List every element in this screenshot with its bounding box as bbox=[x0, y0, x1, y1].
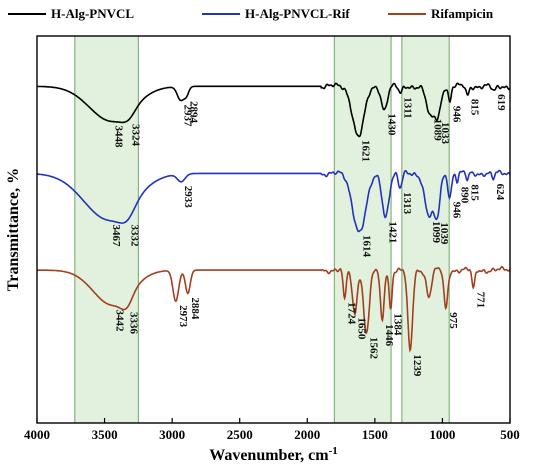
peak-label: 1650 bbox=[356, 317, 368, 340]
x-tick-label: 3500 bbox=[92, 427, 118, 442]
peak-label: 1421 bbox=[386, 221, 398, 243]
peak-label: 1033 bbox=[439, 122, 451, 145]
peak-label: 815 bbox=[468, 99, 480, 116]
peak-label: 1724 bbox=[346, 302, 358, 325]
peak-label: 1239 bbox=[411, 354, 423, 377]
peak-label: 3332 bbox=[128, 224, 140, 247]
x-tick-label: 1000 bbox=[429, 427, 455, 442]
peak-label: 1089 bbox=[431, 119, 443, 142]
x-tick-label: 2000 bbox=[294, 427, 320, 442]
peak-label: 1562 bbox=[368, 337, 380, 360]
peak-label: 2937 bbox=[182, 104, 194, 127]
highlight-band-2 bbox=[333, 35, 392, 424]
x-tick-label: 1500 bbox=[362, 427, 388, 442]
peak-label: 2884 bbox=[189, 297, 201, 320]
y-axis-title: Transmittance, % bbox=[5, 168, 22, 291]
peak-label: 1430 bbox=[385, 113, 397, 135]
x-axis: 4000 3500 3000 2500 2000 1500 1000 500 bbox=[24, 418, 520, 442]
peak-label: 2973 bbox=[177, 305, 189, 328]
peak-label: 1311 bbox=[401, 97, 413, 118]
peak-label: 3467 bbox=[110, 225, 122, 248]
x-tick-label: 4000 bbox=[24, 427, 50, 442]
spectrum-line-1 bbox=[37, 82, 511, 138]
legend-label: H-Alg-PNVCL-Rif bbox=[245, 6, 350, 21]
peak-label: 946 bbox=[451, 202, 463, 219]
legend-label: Rifampicin bbox=[431, 6, 494, 21]
x-tick-label: 500 bbox=[500, 427, 520, 442]
peak-label: 2933 bbox=[182, 186, 194, 209]
legend: H-Alg-PNVCL H-Alg-PNVCL-Rif Rifampicin bbox=[8, 6, 494, 21]
x-axis-title: Wavenumber, cm-1 bbox=[209, 445, 338, 464]
peak-label: 1614 bbox=[361, 235, 373, 258]
peak-label: 771 bbox=[474, 292, 486, 309]
peak-label: 1446 bbox=[383, 324, 395, 347]
spectrum-line-2 bbox=[37, 169, 511, 233]
peak-label: 1384 bbox=[391, 313, 403, 336]
peak-label: 975 bbox=[447, 312, 459, 329]
peak-label: 815 bbox=[468, 184, 480, 201]
peak-label: 1313 bbox=[401, 192, 413, 215]
peak-label: 3448 bbox=[113, 125, 125, 147]
plot-frame bbox=[36, 35, 511, 424]
spectrum-line-3 bbox=[36, 265, 511, 353]
peak-label: 3324 bbox=[129, 124, 141, 147]
legend-label: H-Alg-PNVCL bbox=[51, 6, 134, 21]
peak-label: 3336 bbox=[128, 312, 140, 335]
spectra-lines bbox=[36, 82, 511, 353]
x-tick-label: 2500 bbox=[227, 427, 253, 442]
x-tick-label: 3000 bbox=[159, 427, 185, 442]
peak-label: 619 bbox=[495, 94, 507, 111]
peak-label: 2894 bbox=[187, 101, 199, 124]
peak-label: 3442 bbox=[113, 310, 125, 333]
peak-label: 1039 bbox=[438, 222, 450, 245]
peak-label: 624 bbox=[494, 184, 506, 201]
highlight-band-1 bbox=[74, 35, 139, 424]
peak-label: 890 bbox=[458, 187, 470, 204]
peak-label: 946 bbox=[451, 106, 463, 123]
peak-label: 1099 bbox=[430, 221, 442, 244]
peak-label: 1621 bbox=[360, 140, 372, 162]
